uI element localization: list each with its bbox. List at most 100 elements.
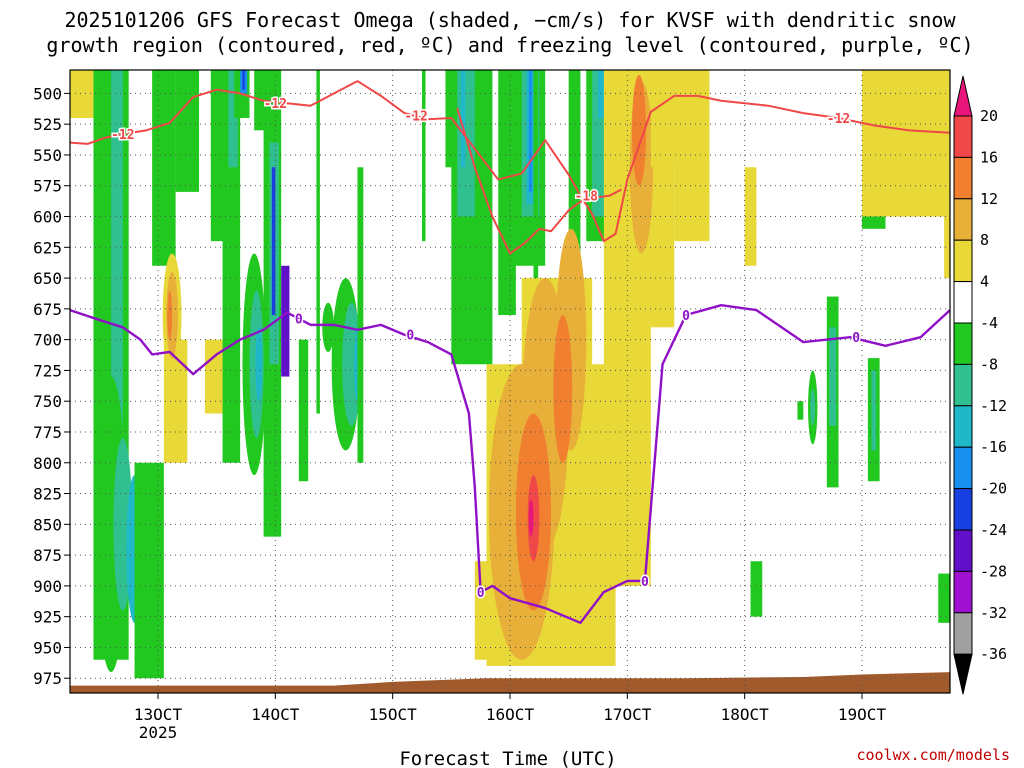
- omega-shade: [281, 265, 290, 377]
- x-tick-label: 15OCT: [369, 705, 418, 724]
- y-tick-label: 700: [33, 331, 62, 350]
- contour-label: 0: [477, 586, 485, 601]
- gridlines: [70, 70, 950, 693]
- colorbar-segment: [953, 570, 973, 614]
- contour-label: 0: [406, 329, 414, 344]
- x-axis-label: Forecast Time (UTC): [399, 748, 616, 768]
- y-tick-label: 550: [33, 146, 62, 165]
- y-tick-label: 675: [33, 300, 62, 319]
- omega-blob: [528, 499, 534, 537]
- colorbar-segment: [953, 488, 973, 531]
- colorbar-label: -36: [980, 645, 1007, 663]
- omega-shade: [422, 70, 426, 242]
- terrain-fill: [70, 672, 950, 693]
- y-tick-label: 825: [33, 485, 62, 504]
- colorbar-label: 20: [980, 107, 998, 125]
- omega-shade: [271, 167, 276, 316]
- omega-shade: [568, 70, 581, 266]
- y-tick-label: 925: [33, 608, 62, 627]
- y-tick-label: 975: [33, 669, 62, 688]
- omega-shade: [228, 70, 238, 168]
- omega-shade: [750, 561, 763, 617]
- omega-shade: [674, 70, 710, 242]
- omega-shade: [298, 339, 309, 482]
- colorbar-segment: [953, 239, 973, 283]
- y-tick-label: 850: [33, 515, 62, 534]
- contour-label: -18: [575, 190, 599, 205]
- omega-shade: [457, 70, 475, 217]
- colorbar-label: -32: [980, 604, 1007, 622]
- contour-label: 0: [295, 313, 303, 328]
- colorbar: 20 16 12 8 4 -4 -8 -12 -16 -20 -24 -28 -32 -36: [953, 75, 1007, 695]
- x-tick-label: 19OCT: [838, 705, 887, 724]
- colorbar-segment: [953, 156, 973, 200]
- omega-shade: [222, 70, 241, 463]
- y-tick-label: 500: [33, 84, 62, 103]
- omega-shade: [533, 70, 539, 291]
- colorbar-label: 4: [980, 273, 989, 291]
- colorbar-label: -28: [980, 562, 1007, 580]
- omega-shade: [111, 70, 123, 463]
- contour-label: -12: [827, 112, 850, 127]
- contour-label: 0: [641, 575, 649, 590]
- colorbar-label: -4: [980, 314, 998, 332]
- colorbar-top-arrow: [953, 75, 973, 117]
- contour-line-0: [69, 303, 951, 625]
- y-tick-label: 650: [33, 269, 62, 288]
- omega-blob: [167, 290, 173, 340]
- omega-shade: [70, 70, 94, 119]
- y-tick-label: 625: [33, 238, 62, 257]
- omega-shade: [862, 70, 950, 217]
- x-tick-label: 13OCT: [134, 705, 183, 724]
- colorbar-segment: [953, 529, 973, 572]
- colorbar-segment: [953, 322, 973, 365]
- omega-shade: [175, 70, 200, 192]
- chart-title-line2: growth region (contoured, red, ºC) and f…: [46, 33, 973, 57]
- colorbar-segment: [953, 115, 973, 158]
- colorbar-segment: [953, 405, 973, 448]
- colorbar-label: -12: [980, 397, 1007, 415]
- x-year-label: 2025: [139, 723, 178, 742]
- colorbar-label: -8: [980, 355, 998, 373]
- colorbar-bottom-arrow: [953, 653, 973, 695]
- contour-label: -12: [404, 110, 427, 125]
- omega-shade: [134, 462, 164, 679]
- contour-label: 0: [852, 331, 860, 346]
- x-tick-label: 16OCT: [486, 705, 535, 724]
- x-tick-label: 17OCT: [603, 705, 652, 724]
- x-tick-label: 18OCT: [721, 705, 770, 724]
- terrain-surface: [70, 672, 950, 693]
- omega-shade: [938, 573, 950, 623]
- colorbar-label: -16: [980, 438, 1007, 456]
- colorbar-segment: [953, 198, 973, 241]
- colorbar-segment: [953, 281, 973, 324]
- omega-shade: [528, 70, 533, 192]
- chart-title-line1: 2025101206 GFS Forecast Omega (shaded, −…: [64, 8, 956, 32]
- colorbar-label: 12: [980, 190, 998, 208]
- y-tick-label: 950: [33, 638, 62, 657]
- y-tick-label: 875: [33, 546, 62, 565]
- colorbar-label: 16: [980, 148, 998, 166]
- omega-shade: [357, 167, 364, 463]
- omega-shade: [242, 70, 245, 90]
- contour-lines: -12 -12 -12 -12 -18 0 0 0 0 0 0: [69, 80, 951, 625]
- contour-line-minus18: [456, 107, 622, 255]
- y-tick-label: 575: [33, 177, 62, 196]
- colorbar-segment: [953, 363, 973, 407]
- contour-line-minus12: [69, 80, 951, 243]
- colorbar-label: 8: [980, 231, 989, 249]
- omega-shade: [152, 70, 176, 266]
- omega-shade: [598, 70, 607, 119]
- y-tick-label: 750: [33, 392, 62, 411]
- omega-blob: [810, 388, 816, 426]
- y-tick-label: 800: [33, 454, 62, 473]
- y-tick-label: 900: [33, 577, 62, 596]
- colorbar-segment: [953, 446, 973, 490]
- contour-label: -12: [264, 97, 287, 112]
- x-axis: 13OCT 14OCT 15OCT 16OCT 17OCT 18OCT 19OCT 2025: [134, 693, 887, 742]
- colorbar-label: -24: [980, 521, 1007, 539]
- y-tick-label: 775: [33, 423, 62, 442]
- colorbar-segment: [953, 612, 973, 655]
- omega-shade: [797, 401, 804, 420]
